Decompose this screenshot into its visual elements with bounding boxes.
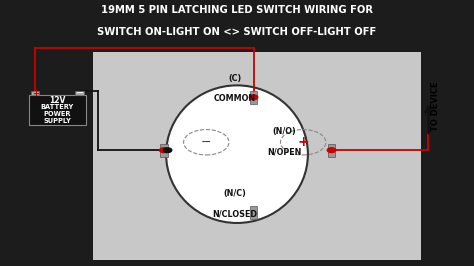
Text: +: + xyxy=(297,135,309,149)
Text: (N/O): (N/O) xyxy=(273,127,296,136)
Text: −: − xyxy=(201,136,211,149)
Bar xyxy=(328,144,335,157)
Text: (C): (C) xyxy=(228,74,241,83)
Text: N/CLOSED: N/CLOSED xyxy=(212,209,257,218)
Bar xyxy=(93,52,421,260)
Bar xyxy=(250,206,257,219)
Text: 12V: 12V xyxy=(49,95,65,105)
Text: COMMON: COMMON xyxy=(214,94,255,103)
Text: 19MM 5 PIN LATCHING LED SWITCH WIRING FOR: 19MM 5 PIN LATCHING LED SWITCH WIRING FO… xyxy=(101,5,373,15)
Circle shape xyxy=(163,148,172,153)
Text: −: − xyxy=(75,88,84,98)
Text: N/OPEN: N/OPEN xyxy=(267,147,301,156)
Text: TO DEVICE: TO DEVICE xyxy=(431,82,440,131)
Bar xyxy=(31,91,39,95)
Bar xyxy=(250,91,257,104)
Text: SWITCH ON-LIGHT ON <> SWITCH OFF-LIGHT OFF: SWITCH ON-LIGHT ON <> SWITCH OFF-LIGHT O… xyxy=(97,27,377,37)
Circle shape xyxy=(327,148,336,153)
Bar xyxy=(160,144,167,157)
Text: (N/C): (N/C) xyxy=(223,189,246,198)
Bar xyxy=(29,95,86,125)
Circle shape xyxy=(249,95,258,100)
Text: BATTERY: BATTERY xyxy=(41,105,74,110)
Circle shape xyxy=(159,148,168,153)
Text: SUPPLY: SUPPLY xyxy=(44,118,72,124)
Text: POWER: POWER xyxy=(44,111,71,117)
Bar xyxy=(75,91,84,95)
Text: +: + xyxy=(32,89,39,98)
Ellipse shape xyxy=(166,85,308,223)
